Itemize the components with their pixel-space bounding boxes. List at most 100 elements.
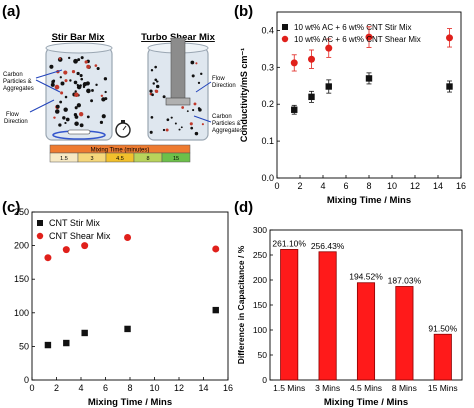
x-tick-label: 2 [297,181,302,191]
carbon-particle [195,62,198,65]
carbon-particle [162,128,166,132]
carbon-particle [74,92,79,98]
turbo-flow-label: Flow Direction [212,76,236,89]
stir-particles [49,56,108,128]
legend-marker [282,24,288,30]
y-tick-label: 0.4 [261,25,274,35]
x-tick-label: 4 [320,181,325,191]
x-tick-label: 6 [343,181,348,191]
carbon-particle [76,71,80,76]
carbon-particle [150,115,154,119]
x-tick-label: 3 Mins [315,383,340,393]
x-tick-label: 1.5 Mins [273,383,305,393]
mixing-time-value: 1.5 [60,156,68,162]
shear-head [165,97,191,106]
carbon-particle [193,102,197,106]
stir-bar-title: Stir Bar Mix [52,32,106,43]
y-tick-label: 200 [14,241,29,251]
carbon-particle [82,85,86,89]
legend-marker [36,232,44,240]
carbon-particle [189,122,193,126]
legend-marker [37,220,43,226]
carbon-particle [190,126,194,130]
mixing-time-cell [161,152,191,163]
legend-marker [281,35,289,43]
data-point [44,254,52,262]
carbon-particle [149,89,153,93]
y-tick-label: 0 [24,375,29,385]
bar-data-label: 187.03% [388,275,422,285]
panel-a-schematic: Stir Bar Mix Turbo Shear Mix Carbon Parti… [3,32,243,163]
carbon-particle [95,83,98,87]
y-tick-label: 150 [14,274,29,284]
x-tick-label: 14 [198,383,208,393]
x-tick-label: 4.5 Mins [350,383,382,393]
panel-label-b: (b) [234,3,253,20]
carbon-particle [84,60,88,64]
y-tick-label: 300 [253,225,267,235]
carbon-particle [197,81,201,85]
data-point [325,44,333,52]
y-tick-label: 200 [253,275,267,285]
mixing-time-value: 4.5 [116,156,124,162]
data-point [308,93,315,101]
x-tick-label: 16 [223,383,233,393]
legend-label: 10 wt% AC + 6 wt% CNT Stir Mix [294,23,411,32]
x-tick-label: 15 Mins [428,383,458,393]
data-point [290,59,298,67]
carbon-particle [86,115,90,119]
data-point [365,33,373,41]
x-tick-label: 8 [366,181,371,191]
bar [318,251,337,381]
carbon-particle [59,76,62,79]
bar-data-label: 194.52% [349,272,383,282]
x-tick-label: 16 [456,181,466,191]
carbon-particle [91,89,94,92]
carbon-particle [186,110,189,113]
carbon-particle [178,128,181,131]
data-point [81,329,88,337]
carbon-particle [60,81,65,86]
carbon-particle [101,114,106,119]
carbon-particle [149,130,153,134]
carbon-particle [155,84,160,89]
y-tick-label: 0.0 [261,173,274,183]
carbon-particle [67,56,71,60]
mixing-time-value: 8 [146,156,149,162]
carbon-particle [54,84,60,90]
x-tick-label: 14 [433,181,443,191]
panel-d-capacitance-bar-chart: 0 50 100 150 200 250 300 261.10% 1.5 Mins 256.43%… [236,225,463,408]
carbon-particle [51,80,55,84]
data-point [81,242,89,250]
data-point [446,34,453,42]
carbon-particle [76,103,81,108]
carbon-particle [165,128,169,132]
carbon-particle [156,80,159,83]
y-tick-label: 50 [258,350,268,360]
x-tick-label: 0 [274,181,279,191]
carbon-particle [60,91,64,95]
carbon-particle [191,74,195,78]
carbon-particle [54,109,60,114]
stopwatch-icon [115,120,131,138]
carbon-particle [94,64,98,67]
x-tick-label: 8 [127,383,132,393]
carbon-particle [73,58,78,64]
carbon-particle [58,123,62,127]
y-tick-label: 150 [253,300,267,310]
legend-label: CNT Shear Mix [49,231,111,241]
x-tick-label: 2 [54,383,59,393]
carbon-particle [74,121,79,126]
carbon-particle [63,70,68,75]
carbon-particle [76,84,82,90]
x-tick-label: 10 [387,181,397,191]
stir-carbon-label: Carbon Particles & Aggregates [3,72,34,92]
shear-shaft [170,37,186,101]
carbon-particle [181,106,185,109]
data-point [212,306,219,314]
x-axis-label: Mixing Time / Mins [324,397,408,408]
annotation-arrows [29,69,212,123]
y-tick-label: 0.2 [261,99,274,109]
y-tick-label: 0.3 [261,62,274,72]
carbon-particle [78,111,84,117]
